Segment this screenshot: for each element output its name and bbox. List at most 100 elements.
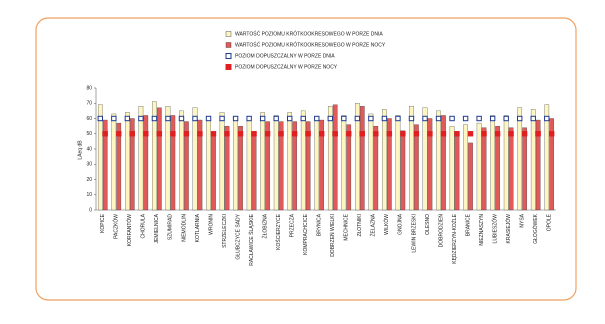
x-tick-label: JEMIELNICA xyxy=(154,213,160,243)
x-tick-label: RACŁAWICE ŚLĄSKIE xyxy=(247,213,255,265)
bar xyxy=(287,112,293,211)
marker xyxy=(449,115,455,122)
x-tick-label: GNOJNA xyxy=(398,213,404,235)
bar xyxy=(400,130,406,211)
bar xyxy=(387,118,392,211)
x-tick-label: OLESNO xyxy=(425,214,431,235)
legend-label: POZIOM DOPUSZCZALNY W PORZE DNIA xyxy=(235,53,335,59)
marker xyxy=(151,115,158,122)
bar xyxy=(490,115,495,211)
marker xyxy=(259,115,266,122)
bar xyxy=(238,125,243,211)
bar xyxy=(481,127,487,211)
marker xyxy=(170,131,176,137)
marker xyxy=(116,131,122,137)
bar xyxy=(355,103,360,211)
x-tick-label: STRZELECZKI xyxy=(222,214,228,248)
bar xyxy=(206,119,211,211)
bar xyxy=(246,118,252,211)
bar xyxy=(522,127,527,211)
y-tick-label: 60 xyxy=(86,116,92,122)
bar xyxy=(260,112,265,211)
marker xyxy=(427,131,433,137)
bar xyxy=(441,115,446,211)
bar xyxy=(197,119,203,211)
x-tick-label: PRZECZA xyxy=(290,213,296,237)
x-tick-label: NIEZNASZYN xyxy=(479,214,485,246)
marker xyxy=(408,115,415,122)
legend-label: WARTOŚĆ POZIOMU KRÓTKOOKRESOWEGO W PORZE… xyxy=(235,29,383,37)
bar xyxy=(157,107,162,211)
bar xyxy=(170,115,176,211)
marker xyxy=(381,115,388,122)
marker xyxy=(503,115,509,122)
marker xyxy=(489,115,496,122)
x-tick-label: BRYNICA xyxy=(317,213,323,236)
marker xyxy=(305,131,311,137)
bar xyxy=(305,121,311,211)
marker xyxy=(291,131,298,137)
bar xyxy=(422,107,428,211)
marker xyxy=(205,115,212,122)
marker xyxy=(435,115,442,122)
marker xyxy=(530,115,536,122)
marker xyxy=(237,131,244,137)
marker xyxy=(273,115,279,122)
bar xyxy=(341,115,347,211)
marker xyxy=(246,115,252,122)
bar xyxy=(138,106,144,211)
bar xyxy=(125,112,130,211)
marker xyxy=(386,131,393,137)
marker xyxy=(535,131,541,137)
bar xyxy=(211,133,216,211)
bar xyxy=(508,127,514,211)
bar xyxy=(116,122,122,211)
marker xyxy=(508,131,514,137)
marker xyxy=(373,131,379,137)
marker xyxy=(517,115,523,122)
x-tick-label: DOBRZEŃ WIELKI xyxy=(329,214,336,257)
bar xyxy=(219,112,225,211)
legend-swatch xyxy=(225,53,232,59)
x-tick-label: WILKÓW xyxy=(383,214,390,235)
bar xyxy=(395,115,401,211)
y-tick-label: 20 xyxy=(86,177,92,183)
marker xyxy=(440,131,447,137)
bar xyxy=(111,113,117,211)
marker xyxy=(178,115,185,122)
bar xyxy=(530,109,536,211)
marker xyxy=(413,131,420,137)
marker xyxy=(143,131,149,137)
x-tick-label: DOBRODZIEŃ xyxy=(437,214,444,248)
marker xyxy=(224,131,230,137)
marker xyxy=(210,131,217,137)
marker xyxy=(462,115,469,122)
x-tick-label: PACZKÓW xyxy=(113,214,120,239)
marker xyxy=(156,131,163,137)
bar xyxy=(454,136,460,211)
bar xyxy=(382,109,387,211)
bar xyxy=(449,125,455,211)
legend-swatch xyxy=(225,42,232,48)
y-tick-label: 50 xyxy=(86,131,92,137)
bar xyxy=(368,113,374,211)
x-tick-label: GŁUBCZYCE SADY xyxy=(235,213,241,259)
bar xyxy=(327,106,333,211)
x-tick-label: KOMPRACHCICE xyxy=(303,213,309,255)
marker xyxy=(359,131,365,137)
marker xyxy=(251,131,257,137)
marker xyxy=(332,131,338,137)
bar xyxy=(468,142,473,211)
bar xyxy=(517,107,523,211)
x-tick-label: LEWIN BRZESKI xyxy=(411,214,417,253)
y-tick-label: 80 xyxy=(86,85,92,91)
bar xyxy=(165,106,171,211)
marker xyxy=(400,131,406,137)
x-tick-label: WRONIN xyxy=(208,214,214,235)
bar xyxy=(436,110,441,211)
y-tick-label: 10 xyxy=(86,192,92,198)
marker xyxy=(494,131,501,137)
bar xyxy=(97,104,103,211)
bar xyxy=(373,125,379,211)
